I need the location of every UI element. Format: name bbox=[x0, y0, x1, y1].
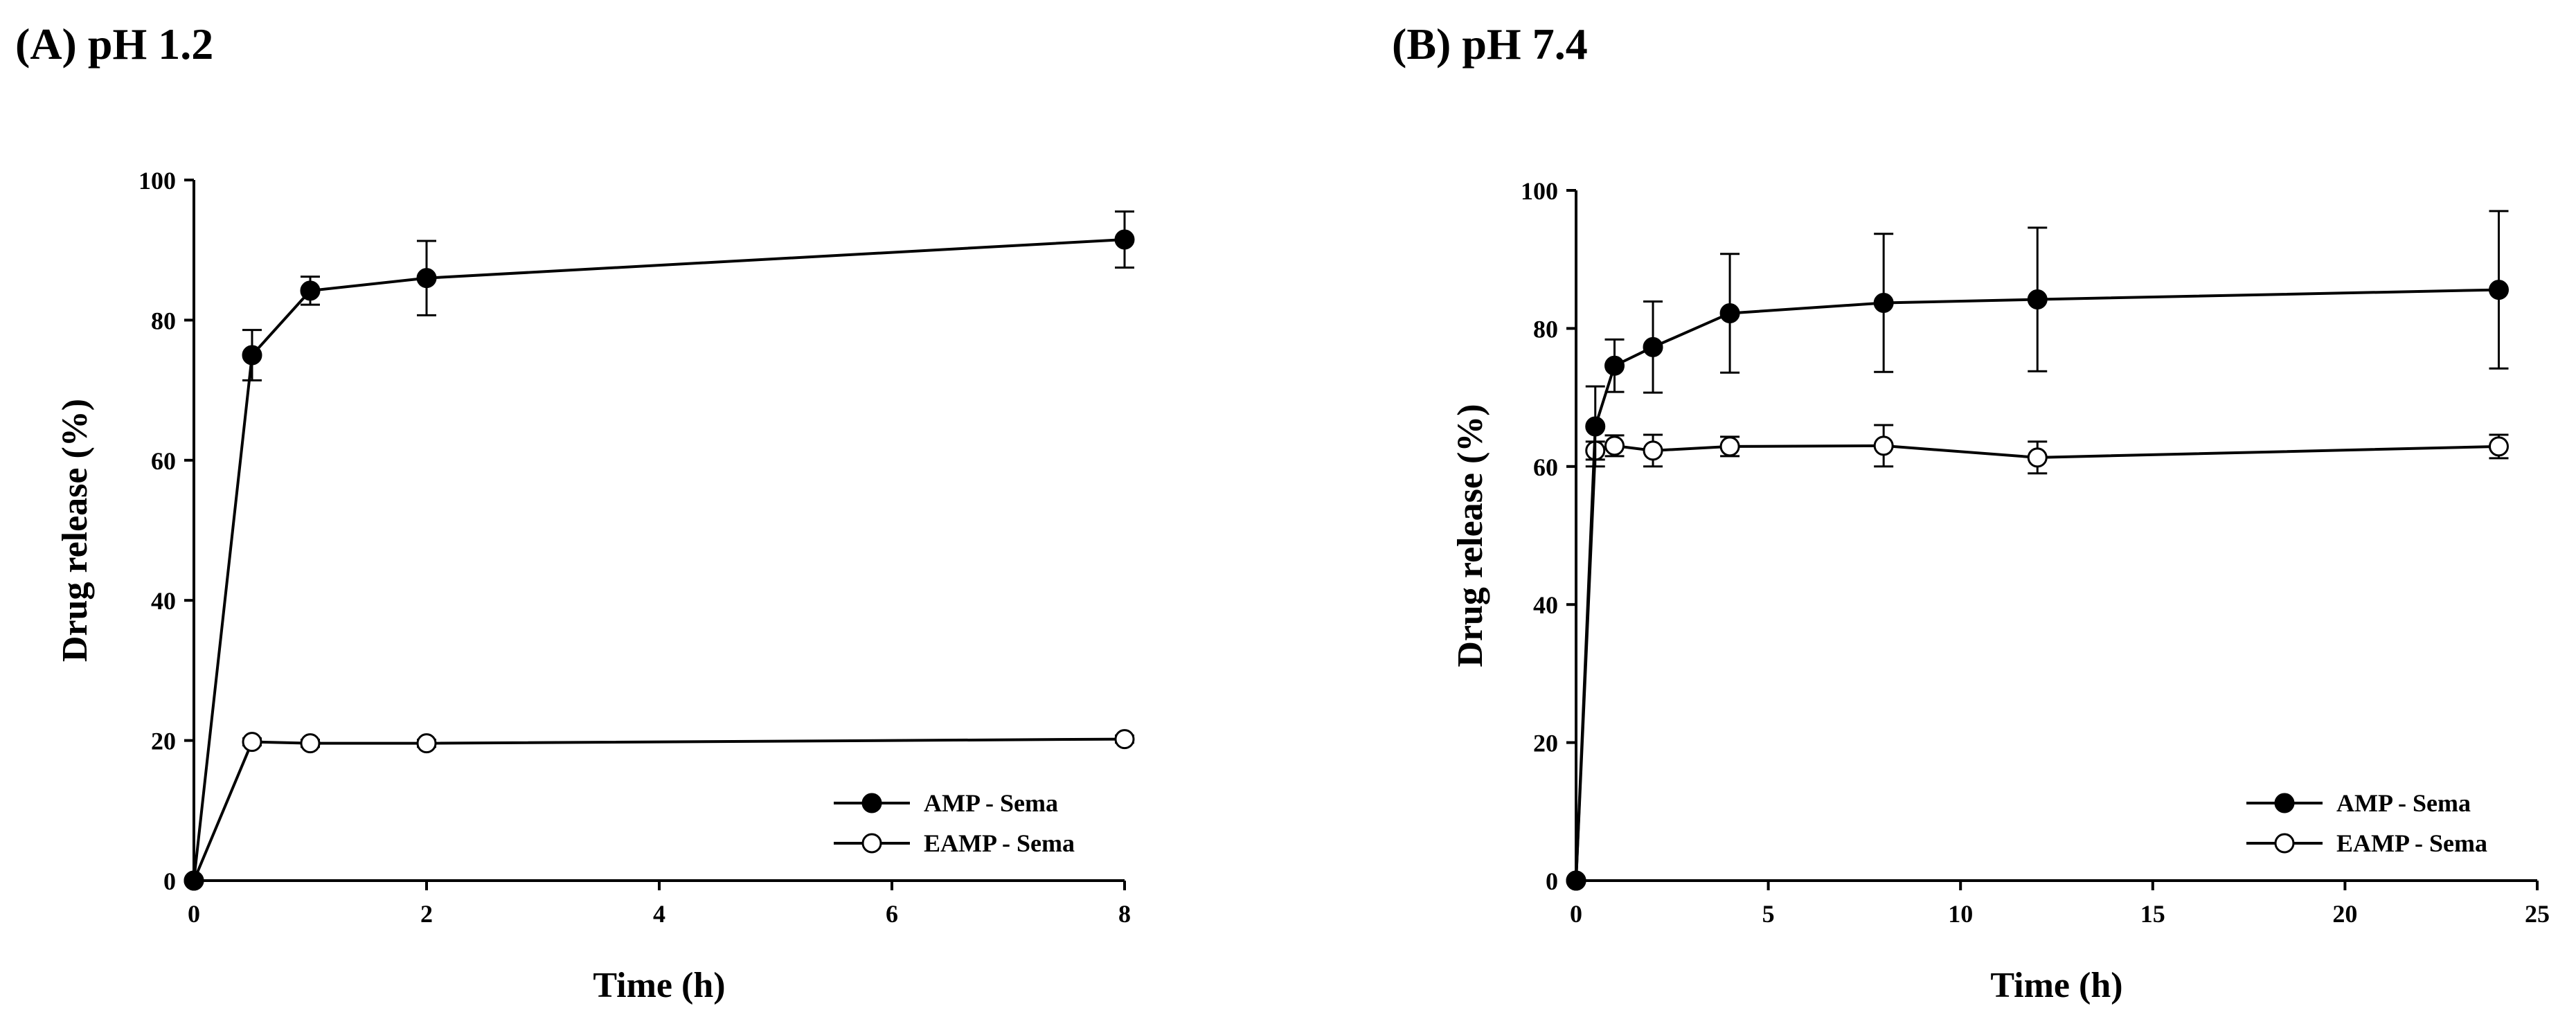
data-point bbox=[1719, 303, 1740, 323]
y-axis-title: Drug release (%) bbox=[55, 399, 95, 662]
data-point bbox=[416, 733, 437, 754]
legend-marker bbox=[2274, 833, 2295, 854]
x-tick-label: 0 bbox=[1570, 900, 1582, 928]
legend: AMP - Sema EAMP - Sema bbox=[2246, 789, 2487, 857]
series-amp-sema bbox=[1566, 210, 2509, 891]
y-tick-label: 100 bbox=[138, 167, 176, 195]
x-tick-label: 8 bbox=[1118, 900, 1131, 928]
legend-label: EAMP - Sema bbox=[2336, 829, 2487, 857]
chart-panel-b: (B) pH 7.4 0 20 40 60 80 100 0 5 10 15 20 25 Drug rel… bbox=[1392, 19, 2550, 1005]
data-point bbox=[1873, 293, 1894, 314]
data-point bbox=[1114, 729, 1135, 750]
y-tick-label: 80 bbox=[1533, 315, 1558, 343]
data-point bbox=[242, 345, 262, 366]
data-point bbox=[416, 268, 437, 289]
data-point bbox=[2027, 289, 2048, 310]
data-point bbox=[1566, 870, 1586, 891]
series-line bbox=[193, 238, 1125, 881]
data-point bbox=[242, 732, 262, 753]
data-point bbox=[1873, 435, 1894, 456]
x-tick-label: 25 bbox=[2525, 900, 2550, 928]
data-point bbox=[2488, 436, 2509, 457]
series-amp-sema bbox=[184, 210, 1135, 891]
x-axis-title: Time (h) bbox=[593, 966, 725, 1005]
data-point bbox=[2027, 447, 2048, 468]
legend-label: AMP - Sema bbox=[2336, 789, 2471, 817]
x-tick-label: 6 bbox=[886, 900, 898, 928]
y-tick-label: 80 bbox=[151, 307, 176, 334]
y-tick-label: 60 bbox=[151, 447, 176, 475]
chart-panel-a: (A) pH 1.2 0 20 40 60 80 100 0 2 4 6 8 Drug release … bbox=[15, 19, 1135, 1005]
x-tick-label: 5 bbox=[1762, 900, 1775, 928]
y-tick-label: 40 bbox=[151, 587, 176, 615]
y-axis-title: Drug release (%) bbox=[1451, 404, 1490, 667]
x-tick-label: 20 bbox=[2332, 900, 2357, 928]
x-axis-title: Time (h) bbox=[1990, 966, 2122, 1005]
data-point bbox=[1114, 229, 1135, 250]
legend-label: AMP - Sema bbox=[924, 789, 1058, 817]
data-point bbox=[1585, 416, 1606, 437]
x-tick-label: 0 bbox=[188, 900, 200, 928]
y-tick-label: 60 bbox=[1533, 453, 1558, 481]
legend-marker bbox=[2274, 793, 2295, 813]
y-tick-label: 0 bbox=[163, 867, 176, 895]
data-point bbox=[300, 733, 321, 754]
data-point bbox=[184, 870, 204, 891]
series-line bbox=[1575, 288, 2499, 881]
panel-title: (A) pH 1.2 bbox=[15, 19, 213, 69]
legend-marker bbox=[861, 833, 882, 854]
panel-title: (B) pH 7.4 bbox=[1392, 19, 1588, 69]
data-point bbox=[1719, 436, 1740, 457]
x-tick-label: 10 bbox=[1948, 900, 1973, 928]
data-point bbox=[1643, 336, 1663, 357]
y-tick-label: 0 bbox=[1546, 867, 1558, 895]
y-tick-label: 40 bbox=[1533, 591, 1558, 619]
data-point bbox=[1643, 440, 1663, 461]
y-tick-label: 20 bbox=[151, 728, 176, 755]
y-tick-label: 20 bbox=[1533, 730, 1558, 757]
data-point bbox=[1604, 355, 1625, 376]
data-point bbox=[1604, 435, 1625, 456]
data-point bbox=[300, 280, 321, 301]
y-tick-label: 100 bbox=[1521, 177, 1558, 205]
x-tick-label: 15 bbox=[2140, 900, 2165, 928]
series-eamp-sema bbox=[1566, 424, 2509, 891]
legend-marker bbox=[861, 793, 882, 813]
x-tick-label: 4 bbox=[653, 900, 665, 928]
legend-label: EAMP - Sema bbox=[924, 829, 1075, 857]
data-point bbox=[2488, 280, 2509, 300]
legend: AMP - Sema EAMP - Sema bbox=[834, 789, 1075, 857]
x-tick-label: 2 bbox=[420, 900, 433, 928]
